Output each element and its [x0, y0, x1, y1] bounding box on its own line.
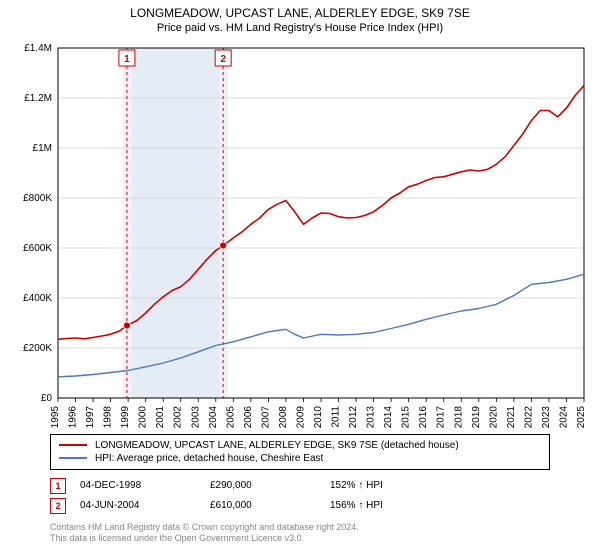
svg-text:2018: 2018 — [453, 405, 464, 427]
svg-text:2022: 2022 — [523, 405, 534, 427]
svg-text:2009: 2009 — [295, 405, 306, 427]
svg-text:2007: 2007 — [260, 405, 271, 427]
svg-text:2023: 2023 — [541, 405, 552, 427]
footer-line-1: Contains HM Land Registry data © Crown c… — [50, 522, 590, 534]
svg-text:2001: 2001 — [155, 405, 166, 427]
sales-table: 1 04-DEC-1998 £290,000 152% ↑ HPI 2 04-J… — [50, 476, 590, 516]
svg-text:2004: 2004 — [208, 405, 219, 427]
svg-text:2020: 2020 — [488, 405, 499, 427]
svg-text:£0: £0 — [41, 393, 53, 404]
svg-text:2006: 2006 — [243, 405, 254, 427]
chart-container: LONGMEADOW, UPCAST LANE, ALDERLEY EDGE, … — [0, 0, 600, 560]
svg-text:2013: 2013 — [366, 405, 377, 427]
chart-title: LONGMEADOW, UPCAST LANE, ALDERLEY EDGE, … — [10, 6, 590, 22]
svg-text:2019: 2019 — [471, 405, 482, 427]
sale-pct-1: 152% ↑ HPI — [330, 480, 450, 491]
svg-text:1: 1 — [124, 54, 130, 65]
svg-text:2005: 2005 — [225, 405, 236, 427]
svg-text:£1M: £1M — [33, 143, 52, 154]
svg-text:2003: 2003 — [190, 405, 201, 427]
svg-text:2021: 2021 — [506, 405, 517, 427]
chart-plot-area: £0 £200K £400K £600K £800K £1M £1.2M £1.4M 1 2 199… — [10, 38, 590, 428]
chart-subtitle: Price paid vs. HM Land Registry's House … — [10, 22, 590, 34]
svg-text:2014: 2014 — [383, 405, 394, 427]
svg-text:1995: 1995 — [50, 405, 61, 427]
svg-text:£1.4M: £1.4M — [24, 43, 52, 54]
sale-price-2: £610,000 — [210, 500, 330, 511]
svg-text:2015: 2015 — [401, 405, 412, 427]
svg-text:2012: 2012 — [348, 405, 359, 427]
footer-attribution: Contains HM Land Registry data © Crown c… — [50, 522, 590, 545]
svg-text:2017: 2017 — [436, 405, 447, 427]
svg-text:2011: 2011 — [331, 405, 342, 427]
legend-item-property: LONGMEADOW, UPCAST LANE, ALDERLEY EDGE, … — [59, 439, 541, 452]
table-row: 1 04-DEC-1998 £290,000 152% ↑ HPI — [50, 476, 590, 496]
svg-text:£600K: £600K — [23, 243, 52, 254]
svg-text:1996: 1996 — [68, 405, 79, 427]
svg-text:£400K: £400K — [23, 293, 52, 304]
legend-item-hpi: HPI: Average price, detached house, Ches… — [59, 452, 541, 465]
svg-text:2008: 2008 — [278, 405, 289, 427]
svg-text:2024: 2024 — [558, 405, 569, 427]
svg-text:£1.2M: £1.2M — [24, 93, 52, 104]
sale-marker-2: 2 — [50, 498, 66, 514]
sale-price-1: £290,000 — [210, 480, 330, 491]
svg-text:2: 2 — [220, 54, 226, 65]
svg-text:1997: 1997 — [85, 405, 96, 427]
sale-date-2: 04-JUN-2004 — [80, 500, 210, 511]
svg-text:2010: 2010 — [313, 405, 324, 427]
sale-date-1: 04-DEC-1998 — [80, 480, 210, 491]
svg-text:1999: 1999 — [120, 405, 131, 427]
sale-pct-2: 156% ↑ HPI — [330, 500, 450, 511]
legend-label-hpi: HPI: Average price, detached house, Ches… — [95, 453, 323, 464]
svg-text:2016: 2016 — [418, 405, 429, 427]
footer-line-2: This data is licensed under the Open Gov… — [50, 533, 590, 545]
svg-text:2025: 2025 — [576, 405, 587, 427]
svg-text:£800K: £800K — [23, 193, 52, 204]
chart-svg: £0 £200K £400K £600K £800K £1M £1.2M £1.4M 1 2 199… — [10, 38, 590, 428]
legend: LONGMEADOW, UPCAST LANE, ALDERLEY EDGE, … — [50, 434, 550, 470]
legend-label-property: LONGMEADOW, UPCAST LANE, ALDERLEY EDGE, … — [95, 440, 459, 451]
svg-text:2002: 2002 — [173, 405, 184, 427]
svg-text:2000: 2000 — [138, 405, 149, 427]
table-row: 2 04-JUN-2004 £610,000 156% ↑ HPI — [50, 496, 590, 516]
sale-marker-1: 1 — [50, 478, 66, 494]
legend-swatch-property — [59, 444, 87, 446]
legend-swatch-hpi — [59, 457, 87, 459]
svg-text:1998: 1998 — [103, 405, 114, 427]
svg-text:£200K: £200K — [23, 343, 52, 354]
